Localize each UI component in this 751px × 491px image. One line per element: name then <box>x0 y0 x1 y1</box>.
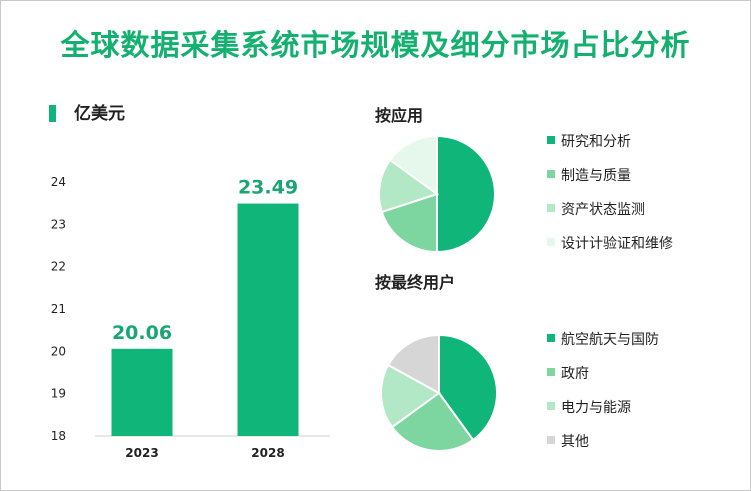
pie-slice <box>388 134 438 196</box>
pie-application <box>378 134 496 254</box>
bar-data-label: 23.49 <box>238 177 298 199</box>
legend-label: 政府 <box>561 366 589 382</box>
legend-swatch <box>547 368 555 376</box>
x-tick-label: 2028 <box>251 446 284 460</box>
chart-title: 全球数据采集系统市场规模及细分市场占比分析 <box>60 28 691 62</box>
legend-swatch <box>547 402 555 410</box>
bar-data-label: 20.06 <box>112 322 172 344</box>
legend-label: 设计计验证和维修 <box>561 236 673 252</box>
pie-slice <box>386 333 440 395</box>
bar-legend-swatch <box>49 105 56 122</box>
legend-label: 电力与能源 <box>561 400 631 416</box>
pie-slice <box>390 391 475 452</box>
bar-2023 <box>111 348 173 436</box>
pie-slice <box>436 134 496 254</box>
y-tick-label: 21 <box>51 302 66 316</box>
y-tick-label: 23 <box>51 217 66 231</box>
pie-slice <box>438 333 498 442</box>
bar-2028 <box>237 203 299 436</box>
pie-slice <box>380 192 438 254</box>
legend-swatch <box>547 334 555 342</box>
y-tick-label: 20 <box>51 344 66 358</box>
legend-label: 资产状态监测 <box>561 202 645 218</box>
legend-label: 研究和分析 <box>561 134 631 150</box>
legend-swatch <box>547 436 555 444</box>
pie-end-user <box>380 333 498 452</box>
bar-unit-label: 亿美元 <box>74 103 125 124</box>
bar-series: 20.06 2023 23.49 2028 <box>111 177 299 460</box>
pie-application-title: 按应用 <box>375 106 423 125</box>
legend-swatch <box>547 204 555 212</box>
y-tick-label: 24 <box>51 175 66 189</box>
legend-label: 航空航天与国防 <box>561 332 659 348</box>
legend-label: 其他 <box>561 434 589 450</box>
pie-slice <box>380 363 441 429</box>
legend-swatch <box>547 238 555 246</box>
x-tick-label: 2023 <box>125 446 158 460</box>
legend-swatch <box>547 136 555 144</box>
legend-swatch <box>547 170 555 178</box>
y-axis: 18 19 20 21 22 23 24 <box>51 175 66 443</box>
y-tick-label: 19 <box>51 387 66 401</box>
y-tick-label: 18 <box>51 429 66 443</box>
y-tick-label: 22 <box>51 260 66 274</box>
pie-end-user-title: 按最终用户 <box>375 273 455 292</box>
pie-slice <box>378 158 440 214</box>
legend-label: 制造与质量 <box>561 168 631 184</box>
